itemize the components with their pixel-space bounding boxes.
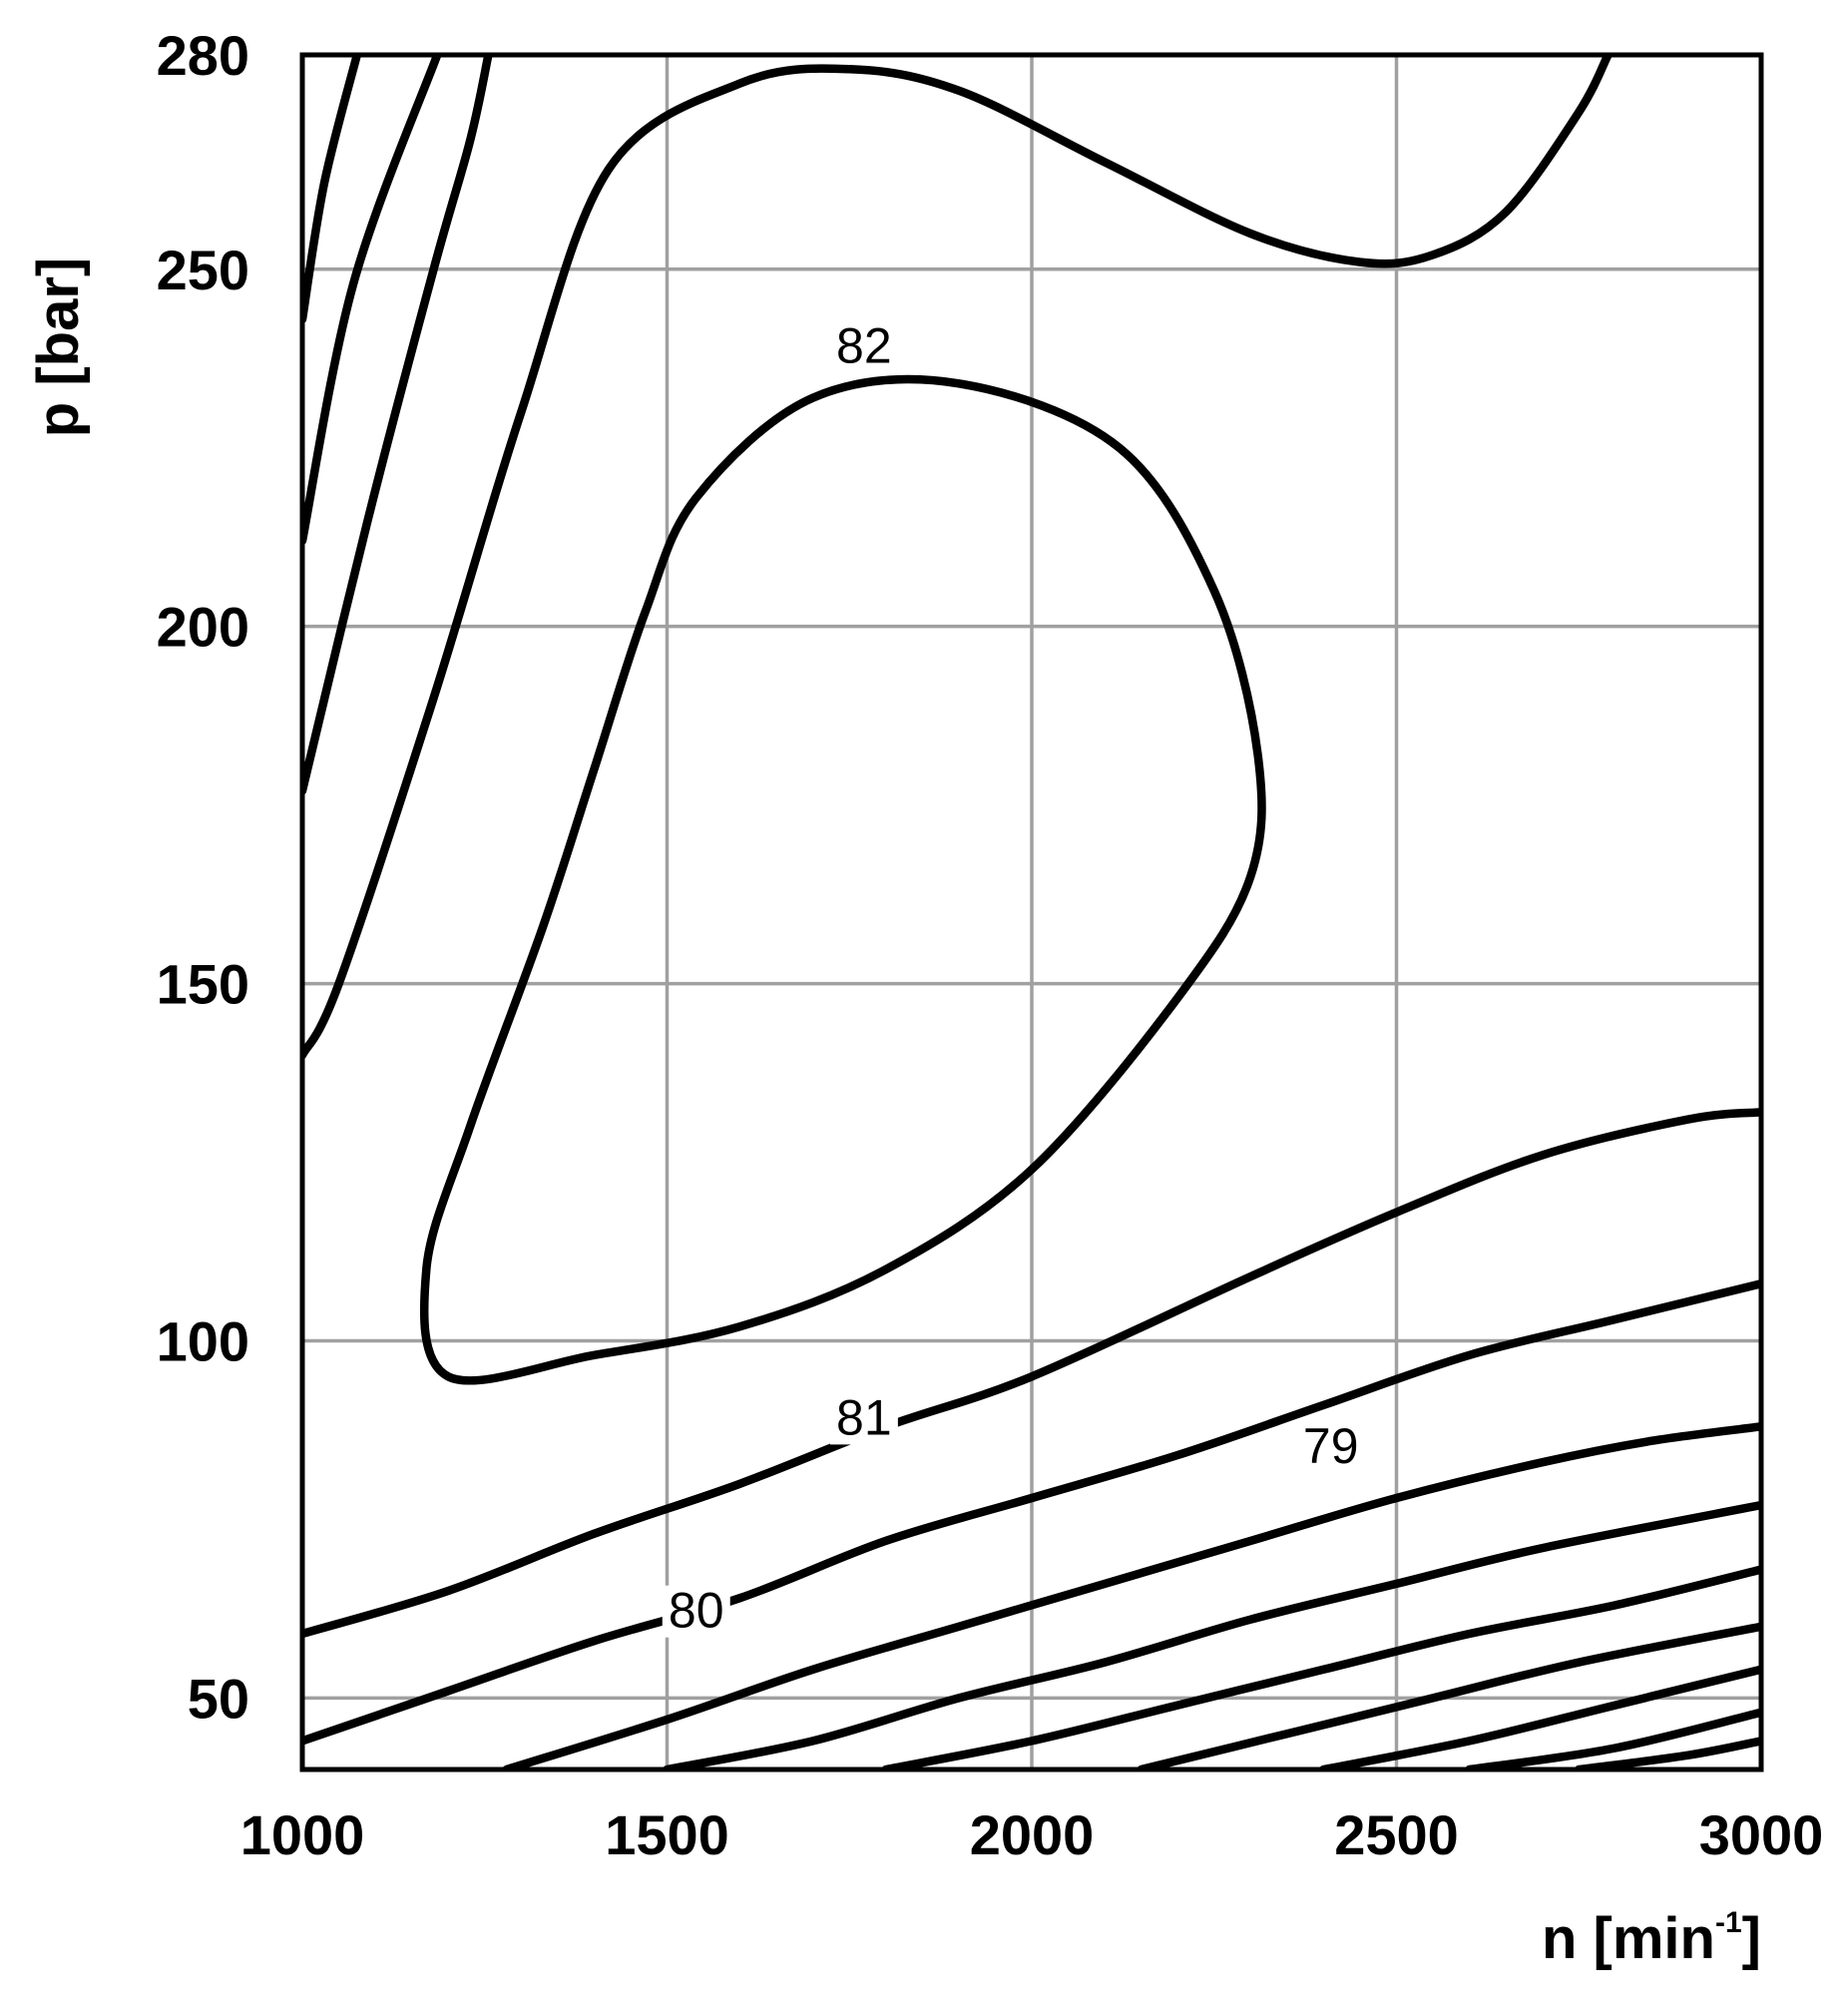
contour-labels: 82 81 80 79 bbox=[662, 318, 1365, 1639]
contour-line-c10 bbox=[1137, 1622, 1761, 1769]
y-tick-label-280: 280 bbox=[157, 24, 249, 87]
plot-frame bbox=[299, 52, 1764, 1772]
contour-label-79: 79 bbox=[1303, 1418, 1359, 1474]
x-tick-label-3000: 3000 bbox=[1699, 1803, 1824, 1866]
contour-line-81 bbox=[302, 1108, 1761, 1639]
contour-line-c2 bbox=[302, 55, 442, 546]
y-tick-label-200: 200 bbox=[157, 596, 249, 659]
y-tick-label-150: 150 bbox=[157, 953, 249, 1016]
contour-label-bg-82 bbox=[829, 320, 898, 373]
x-tick-label-2500: 2500 bbox=[1334, 1803, 1459, 1866]
contour-label-81: 81 bbox=[836, 1389, 892, 1445]
y-tick-label-100: 100 bbox=[157, 1310, 249, 1373]
contour-line-c8 bbox=[663, 1500, 1761, 1769]
contour-label-80: 80 bbox=[669, 1583, 724, 1639]
x-tick-label-2000: 2000 bbox=[970, 1803, 1095, 1866]
contour-line-c13 bbox=[1575, 1737, 1761, 1769]
contour-line-c9 bbox=[881, 1565, 1761, 1769]
contour-label-bg-79 bbox=[1296, 1421, 1365, 1474]
contour-line-82 bbox=[419, 374, 1266, 1385]
x-tick-label-1000: 1000 bbox=[240, 1803, 365, 1866]
contour-line-c11 bbox=[1319, 1665, 1761, 1769]
contour-label-82: 82 bbox=[836, 318, 892, 374]
grid-lines bbox=[302, 55, 1761, 1769]
contour-line-79 bbox=[502, 1422, 1761, 1769]
y-tick-labels: 50 100 150 200 250 280 bbox=[157, 24, 249, 1730]
x-axis-label: n [min-1] bbox=[1542, 1906, 1761, 1971]
contour-line-c12 bbox=[1465, 1708, 1761, 1769]
contour-label-bg-80 bbox=[662, 1585, 730, 1638]
contour-lines bbox=[302, 55, 1761, 1769]
contour-line-c3 bbox=[302, 55, 493, 795]
y-axis-label: p [bar] bbox=[26, 257, 91, 437]
contour-label-bg-81 bbox=[829, 1392, 898, 1445]
x-tick-label-1500: 1500 bbox=[605, 1803, 729, 1866]
y-tick-label-250: 250 bbox=[157, 239, 249, 301]
contour-line-c1 bbox=[302, 55, 362, 324]
y-tick-label-50: 50 bbox=[188, 1667, 249, 1730]
contour-line-c4 bbox=[302, 55, 1612, 1060]
contour-line-80 bbox=[302, 1278, 1761, 1746]
x-tick-labels: 1000 1500 2000 2500 3000 bbox=[240, 1803, 1824, 1866]
